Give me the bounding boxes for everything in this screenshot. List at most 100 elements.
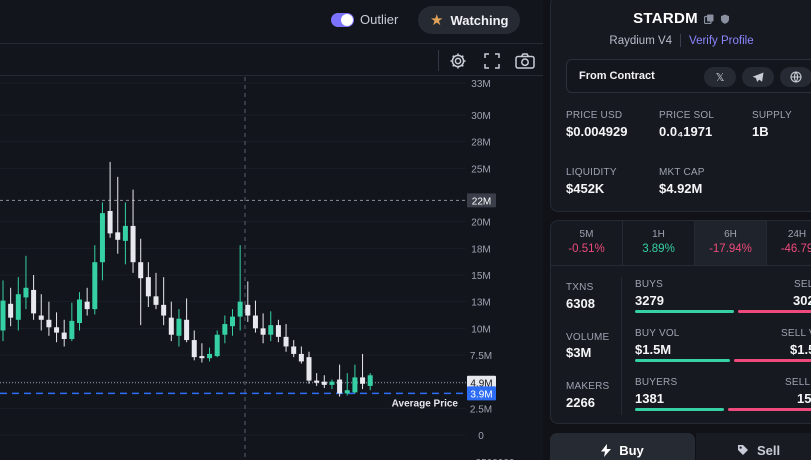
- candle-body: [69, 320, 75, 339]
- candle-body: [352, 377, 358, 393]
- candle-body: [291, 346, 297, 354]
- watching-button[interactable]: ★ Watching: [418, 6, 520, 34]
- timeframe-label: 6H: [724, 229, 737, 240]
- globe-icon[interactable]: [780, 67, 811, 87]
- sell-vol-label: SELL V: [781, 328, 811, 339]
- sells-label: SELL: [794, 279, 811, 290]
- mkt-cap-label: MKT CAP: [659, 167, 705, 178]
- candle-body: [92, 262, 98, 310]
- telegram-icon[interactable]: [742, 67, 774, 87]
- timeframe-label: 24H: [787, 229, 807, 240]
- watching-label: Watching: [450, 12, 509, 28]
- candle-body: [321, 381, 327, 385]
- y-axis-tick-label: 25M: [471, 164, 490, 175]
- timeframe-change: -17.94%: [709, 243, 752, 255]
- dex-row: Raydium V4 Verify Profile: [551, 34, 811, 47]
- token-header: STARDM: [551, 10, 811, 27]
- timeframe-change: -46.79: [780, 243, 811, 255]
- camera-icon[interactable]: [514, 50, 536, 72]
- buys-value: 3279: [635, 293, 664, 308]
- sellers-label: SELLE: [785, 377, 811, 388]
- txns-label: TXNS: [566, 282, 594, 293]
- buy-vol-label: BUY VOL: [635, 328, 680, 339]
- fullscreen-icon[interactable]: [481, 50, 503, 72]
- timeframe-1h[interactable]: 1H 3.89%: [623, 221, 694, 265]
- y-axis-tick-label: 7.5M: [470, 351, 492, 362]
- candle-body: [77, 299, 82, 323]
- y-axis-tick-label: 28M: [471, 138, 490, 149]
- y-axis-tick-label: 18M: [471, 244, 490, 255]
- makers-value: 2266: [566, 395, 595, 410]
- candle-body: [138, 262, 144, 279]
- y-axis-tick-label: 20M: [471, 218, 490, 229]
- toolbar-divider: [438, 50, 439, 71]
- candle-body: [252, 315, 258, 329]
- liquidity-label: LIQUIDITY: [566, 167, 617, 178]
- candle-body: [275, 325, 281, 337]
- sell-tab[interactable]: Sell: [696, 433, 811, 460]
- candle-body: [245, 304, 251, 316]
- buy-vol-ratio-bar: [635, 359, 730, 362]
- price-chart[interactable]: 33M30M28M25M20M18M15M13M10M7.5M5M2.5M022…: [0, 77, 543, 460]
- crosshair-price-tag: 22M: [472, 196, 491, 207]
- timeframe-divider: [766, 221, 767, 265]
- x-icon[interactable]: 𝕏: [704, 67, 736, 87]
- activity-divider: [621, 277, 622, 415]
- outlier-toggle[interactable]: [331, 13, 354, 27]
- token-card: STARDM Raydium V4 Verify Profile From Co…: [550, 0, 811, 212]
- timeframe-5m[interactable]: 5M -0.51%: [551, 221, 622, 265]
- candle-body: [199, 356, 205, 359]
- sells-value: 302: [793, 293, 811, 308]
- candle-body: [222, 324, 228, 335]
- buyers-value: 1381: [635, 391, 664, 406]
- candle-body: [115, 232, 121, 240]
- timeframe-6h[interactable]: 6H -17.94%: [695, 221, 766, 265]
- candle-body: [84, 301, 90, 310]
- buyers-label: BUYERS: [635, 377, 678, 388]
- timeframe-divider: [694, 221, 695, 265]
- tag-icon: [737, 445, 748, 455]
- sellers-ratio-bar: [728, 408, 811, 411]
- candle-body: [337, 379, 343, 394]
- gear-icon[interactable]: [447, 50, 469, 72]
- copy-icon[interactable]: [703, 14, 714, 24]
- buys-ratio-bar: [635, 310, 734, 313]
- volume-value: $3M: [566, 345, 592, 360]
- candle-body: [153, 296, 159, 305]
- y-axis-tick-label: 15M: [471, 271, 490, 282]
- candle-body: [46, 319, 52, 328]
- timeframe-24h[interactable]: 24H -46.79: [767, 221, 811, 265]
- buy-label: Buy: [619, 442, 644, 458]
- timeframe-change: 3.89%: [642, 243, 675, 255]
- average-price-tag-bg: [467, 386, 496, 401]
- makers-label: MAKERS: [566, 381, 610, 392]
- timeframe-divider: [551, 265, 811, 266]
- buyers-ratio-bar: [635, 408, 724, 411]
- candle-body: [367, 375, 373, 386]
- candle-body: [306, 357, 312, 381]
- candle-body: [184, 319, 190, 341]
- liquidity-value: $452K: [566, 181, 605, 196]
- candle-body: [298, 353, 304, 362]
- shield-icon[interactable]: [720, 14, 730, 24]
- candle-body: [191, 340, 197, 358]
- contract-box: From Contract 𝕏: [566, 59, 811, 93]
- candle-body: [145, 277, 151, 297]
- candle-body: [344, 390, 350, 394]
- candle-body: [61, 332, 67, 339]
- toggle-knob: [341, 14, 353, 26]
- y-axis-tick-label: 0: [478, 431, 484, 442]
- candle-body: [54, 327, 60, 333]
- candle-body: [161, 304, 167, 316]
- crosshair-price-tag-bg: [467, 193, 496, 208]
- token-symbol: STARDM: [633, 10, 698, 27]
- price-sol-value: 0.0₄1971: [659, 124, 713, 139]
- verify-profile-link[interactable]: Verify Profile: [689, 34, 754, 47]
- candle-body: [260, 328, 266, 335]
- y-axis-tick-label: 13M: [471, 298, 490, 309]
- sell-vol-value: $1.5: [790, 342, 811, 357]
- dex-divider: [680, 34, 682, 47]
- buy-tab[interactable]: Buy: [550, 433, 695, 460]
- candle-body: [360, 377, 366, 384]
- candle-body: [8, 303, 14, 318]
